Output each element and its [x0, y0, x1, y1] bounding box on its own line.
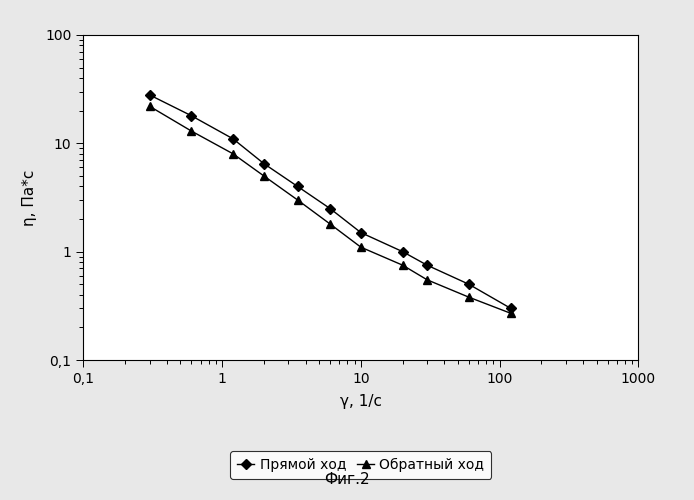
Обратный ход — [507, 310, 515, 316]
Прямой ход — [326, 206, 335, 212]
Обратный ход — [145, 103, 153, 109]
Прямой ход — [507, 306, 515, 312]
Прямой ход — [423, 262, 431, 268]
Обратный ход — [294, 197, 302, 203]
Прямой ход — [294, 184, 302, 190]
Обратный ход — [398, 262, 407, 268]
Text: Фиг.2: Фиг.2 — [324, 472, 370, 488]
Прямой ход — [187, 112, 196, 118]
Обратный ход — [465, 294, 473, 300]
Прямой ход — [465, 282, 473, 288]
Обратный ход — [229, 151, 237, 157]
Прямой ход — [398, 248, 407, 254]
Y-axis label: η, Па*с: η, Па*с — [22, 170, 37, 226]
Прямой ход — [260, 160, 268, 166]
Обратный ход — [326, 221, 335, 227]
Line: Обратный ход: Обратный ход — [145, 102, 515, 318]
Прямой ход — [145, 92, 153, 98]
Обратный ход — [187, 128, 196, 134]
Прямой ход — [357, 230, 365, 235]
Прямой ход — [229, 136, 237, 142]
X-axis label: γ, 1/с: γ, 1/с — [340, 394, 382, 409]
Обратный ход — [260, 173, 268, 179]
Line: Прямой ход: Прямой ход — [146, 92, 514, 312]
Legend: Прямой ход, Обратный ход: Прямой ход, Обратный ход — [230, 451, 491, 479]
Обратный ход — [423, 277, 431, 283]
Обратный ход — [357, 244, 365, 250]
